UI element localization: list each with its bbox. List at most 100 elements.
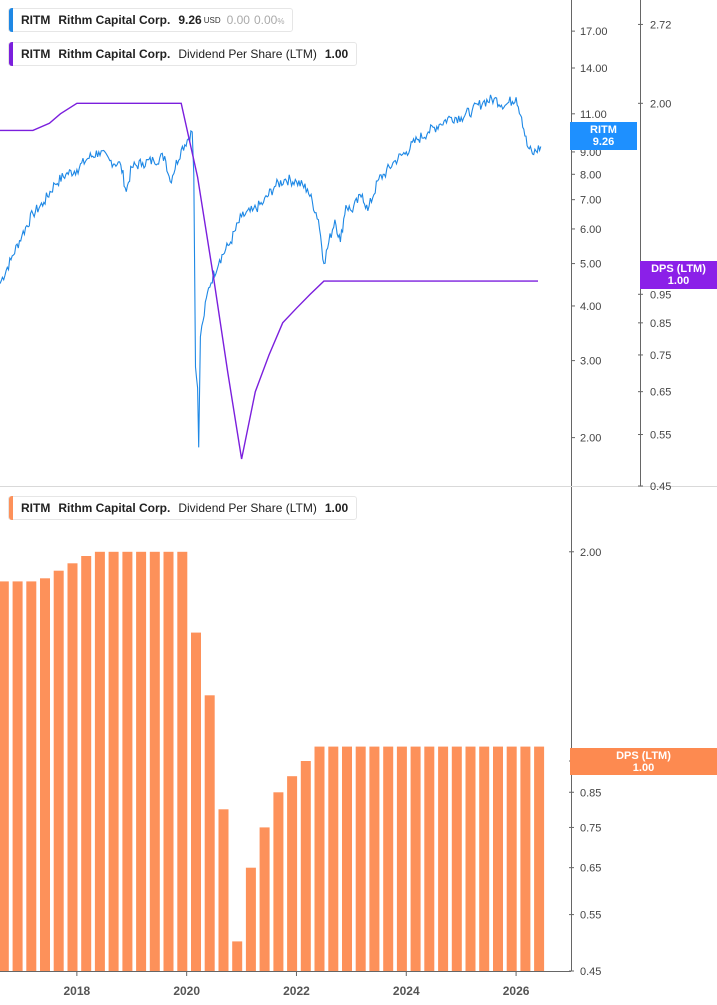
dps-bar [53,570,64,971]
price-axis-tick-label: 3.00 [580,356,601,368]
bar-axis-tick-label: 0.65 [580,863,601,875]
price-series-line [0,94,542,448]
dps-bar [81,556,92,971]
legend-ticker: RITM [21,501,51,515]
badge-label: DPS (LTM) [651,263,706,275]
price-axis-tick-label: 17.00 [580,26,608,38]
price-last-value-badge: RITM 9.26 [570,122,637,150]
dps-axis-tick-label: 0.65 [650,387,671,399]
legend-change-pct: 0.00% [253,13,285,27]
dps-bar [410,746,421,971]
dps-axis-tick-label: 2.72 [650,19,671,31]
dps-series-line [0,102,538,460]
dps-bar [204,695,215,971]
bar-axis-tick-label: 0.55 [580,910,601,922]
bar-axis-tick-label: 2.00 [580,547,601,559]
dps-bar [342,746,352,971]
legend-price-value: 9.26 [178,13,202,27]
legend-metric: Dividend Per Share (LTM) [178,501,317,515]
dps-axis-tick-label: 0.75 [650,350,671,362]
x-axis-tick-label: 2022 [283,984,310,998]
dps-bar [520,746,531,971]
dps-bar [300,761,311,971]
bottom-chart: 2.000.950.850.750.650.550.45201820202022… [0,487,601,998]
dps-bar [259,827,270,971]
price-legend[interactable]: RITM Rithm Capital Corp. 9.26 USD 0.00 0… [8,8,294,32]
legend-dps-value: 1.00 [324,47,349,61]
price-axis-tick-label: 11.00 [580,109,607,121]
bar-axis-tick-label: 0.45 [580,966,601,978]
dps-bar [493,746,503,971]
top-chart: 17.0014.0011.009.008.007.006.005.004.003… [0,0,717,493]
legend-ticker: RITM [21,47,51,61]
legend-ticker: RITM [21,13,51,27]
price-swatch [9,8,13,32]
x-axis-tick-label: 2026 [503,984,530,998]
dps-last-value-badge: DPS (LTM) 1.00 [640,261,717,289]
dps-bar-legend[interactable]: RITM Rithm Capital Corp. Dividend Per Sh… [8,496,358,520]
dps-bar [287,776,298,971]
dps-bar [149,551,160,971]
dps-axis-tick-label: 0.55 [650,430,671,442]
price-axis-tick-label: 5.00 [580,259,601,271]
badge-value: 1.00 [632,762,655,774]
dps-bar [534,746,545,971]
dps-bar [273,792,284,971]
price-axis-tick-label: 14.00 [580,63,608,75]
dps-bar [355,746,366,971]
price-axis-tick-label: 6.00 [580,224,601,236]
dps-bar [40,578,50,971]
price-axis-tick-label: 4.00 [580,301,601,313]
price-axis-tick-label: 8.00 [580,169,601,181]
dps-bar [506,746,517,971]
bar-axis-tick-label: 0.85 [580,787,601,799]
dps-axis-tick-label: 0.85 [650,318,671,330]
dps-bar [12,581,23,971]
badge-value: 1.00 [667,275,690,287]
dps-axis-tick-label: 0.45 [650,481,671,493]
dps-bar [465,746,476,971]
dps-bar [108,551,119,971]
legend-currency: USD [203,15,221,25]
dps-bar [163,551,174,971]
dps-bar [0,581,9,971]
legend-company-name: Rithm Capital Corp. [58,501,171,515]
x-axis-tick-label: 2018 [64,984,91,998]
badge-value: 9.26 [592,136,615,148]
dps-bar [383,746,394,971]
badge-label: DPS (LTM) [616,750,671,762]
legend-metric: Dividend Per Share (LTM) [178,47,317,61]
legend-dps-value: 1.00 [324,501,349,515]
dps-bar [438,746,449,971]
dps-line-swatch [9,42,13,66]
dps-bar [191,632,201,971]
dps-bar [67,563,78,971]
dps-bar [94,551,105,971]
dps-bar [232,941,243,971]
dps-bar [369,746,380,971]
dps-bar [136,551,147,971]
legend-company-name: Rithm Capital Corp. [58,13,171,27]
badge-label: RITM [590,124,617,136]
dps-bar [396,746,407,971]
dps-bar [177,551,188,971]
dps-bar [245,867,256,971]
dps-axis-tick-label: 0.95 [650,289,671,301]
dps-bar [479,746,490,971]
dps-line-legend[interactable]: RITM Rithm Capital Corp. Dividend Per Sh… [8,42,358,66]
dps-bar-swatch [9,496,13,520]
dps-bar [218,809,229,971]
bar-axis-tick-label: 0.75 [580,822,601,834]
x-axis-tick-label: 2020 [173,984,200,998]
dps-axis-tick-label: 2.00 [650,98,671,110]
price-axis-tick-label: 2.00 [580,433,601,445]
price-axis-tick-label: 7.00 [580,195,601,207]
dps-bar [314,746,325,971]
dps-bar [26,581,37,971]
dps-bar [451,746,462,971]
dps-bar [424,746,435,971]
legend-company-name: Rithm Capital Corp. [58,47,171,61]
x-axis-tick-label: 2024 [393,984,420,998]
bar-last-value-badge: DPS (LTM) 1.00 [570,748,717,775]
